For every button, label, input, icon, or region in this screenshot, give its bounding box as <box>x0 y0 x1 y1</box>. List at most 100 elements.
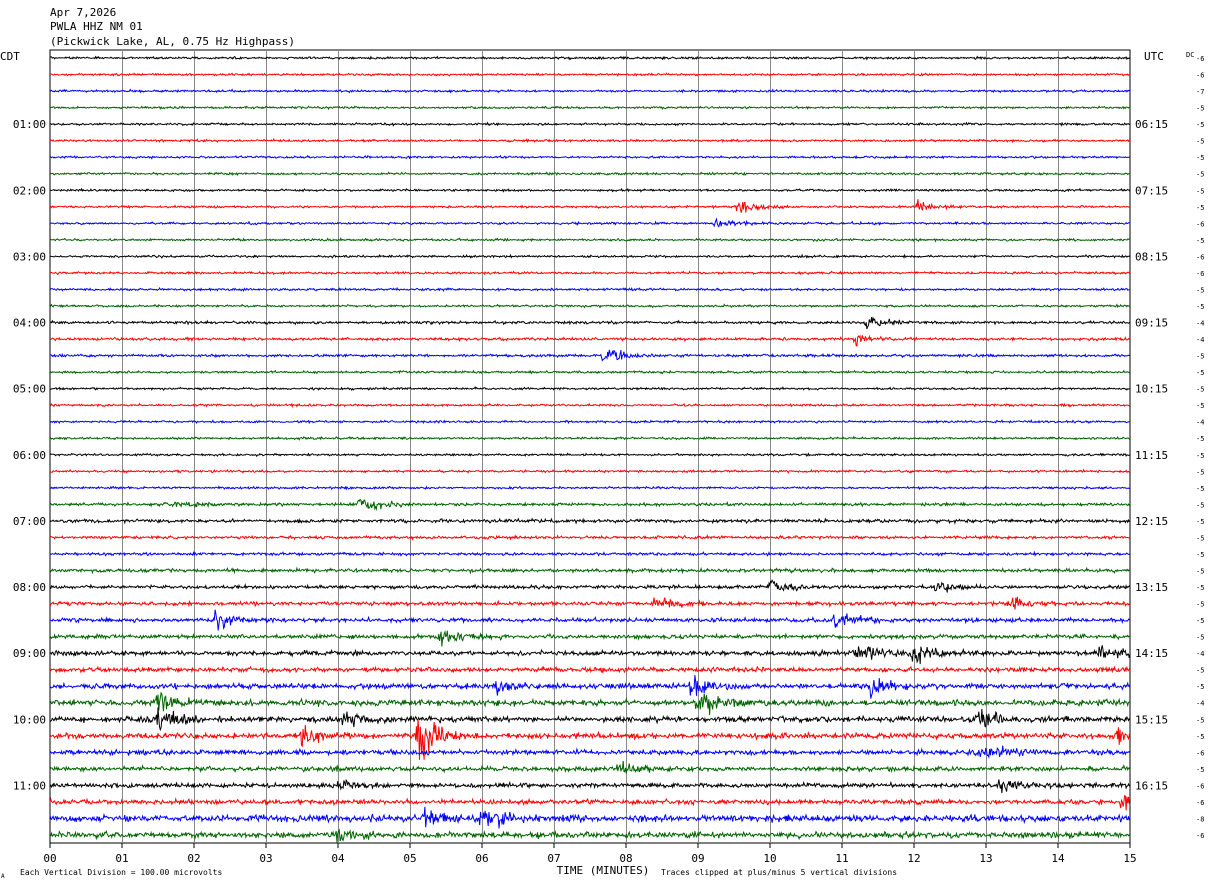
dc-offset-label: -7 <box>1196 88 1204 96</box>
left-hour-label: 01:00 <box>13 118 46 131</box>
dc-label: DC <box>1186 51 1194 59</box>
x-tick-label: 02 <box>187 852 200 865</box>
right-hour-label: 09:15 <box>1135 317 1168 330</box>
dc-offset-label: -5 <box>1196 286 1204 294</box>
dc-offset-label: -5 <box>1196 452 1204 460</box>
seismic-trace <box>49 435 1131 441</box>
trace-group <box>49 55 1131 843</box>
x-tick-label: 00 <box>43 852 56 865</box>
seismic-trace <box>49 303 1131 309</box>
seismic-trace <box>49 517 1131 525</box>
seismic-trace <box>49 137 1131 144</box>
seismic-trace <box>49 609 1131 631</box>
dc-offset-label: -5 <box>1196 766 1204 774</box>
dc-offset-label: -5 <box>1196 617 1204 625</box>
footer-scale-note: Each Vertical Division = 100.00 microvol… <box>20 868 222 877</box>
dc-offset-label: -5 <box>1196 551 1204 559</box>
dc-offset-label: -5 <box>1196 171 1204 179</box>
x-tick-label: 12 <box>907 852 920 865</box>
dc-offset-label: -6 <box>1196 270 1204 278</box>
seismic-trace <box>49 566 1131 575</box>
dc-offset-label: -8 <box>1196 815 1204 823</box>
left-hour-label: 11:00 <box>13 779 46 792</box>
dc-offset-label: -6 <box>1196 799 1204 807</box>
x-tick-label: 01 <box>115 852 128 865</box>
seismic-trace <box>49 691 1131 716</box>
x-tick-label: 10 <box>763 852 776 865</box>
seismic-trace <box>49 707 1131 732</box>
header-date: Apr 7,2026 <box>50 6 116 19</box>
dc-offset-label: -5 <box>1196 468 1204 476</box>
dc-offset-label: -5 <box>1196 534 1204 542</box>
left-hour-label: 05:00 <box>13 383 46 396</box>
dc-offset-label: -5 <box>1196 237 1204 245</box>
dc-offset-label: -6 <box>1196 749 1204 757</box>
dc-offset-label: -5 <box>1196 138 1204 146</box>
dc-offset-label: -4 <box>1196 419 1204 427</box>
left-hour-label: 03:00 <box>13 250 46 263</box>
seismic-trace <box>49 498 1131 512</box>
dc-offset-label: -5 <box>1196 601 1204 609</box>
left-hour-label: 09:00 <box>13 647 46 660</box>
dc-offset-label: -5 <box>1196 667 1204 675</box>
left-hour-label: 10:00 <box>13 713 46 726</box>
seismic-trace <box>49 217 1131 228</box>
x-tick-label: 08 <box>619 852 632 865</box>
left-hour-label: 02:00 <box>13 184 46 197</box>
plot-frame <box>49 49 1131 844</box>
right-hour-labels: 06:15 07:15 08:15 09:15 10:15 11:15 12:15 13:15… <box>1135 118 1168 792</box>
x-tick-label: 13 <box>979 852 992 865</box>
seismic-trace <box>49 550 1131 558</box>
dc-offset-label: -5 <box>1196 303 1204 311</box>
dc-offset-label: -5 <box>1196 204 1204 212</box>
footer-clip-note: Traces clipped at plus/minus 5 vertical … <box>661 868 897 877</box>
dc-offset-label: -4 <box>1196 320 1204 328</box>
seismic-trace <box>49 675 1131 699</box>
seismic-trace <box>49 316 1131 330</box>
left-hour-labels: 01:00 02:00 03:00 04:00 05:00 06:00 07:00 08:00… <box>13 118 46 792</box>
seismic-trace <box>49 419 1131 425</box>
dc-offset-label: -5 <box>1196 501 1204 509</box>
dc-offset-label: -5 <box>1196 485 1204 493</box>
seismic-trace <box>49 154 1131 160</box>
dc-offset-label: -6 <box>1196 220 1204 228</box>
seismic-trace <box>49 534 1131 541</box>
x-tick-label: 04 <box>331 852 345 865</box>
corner-mark: A <box>1 873 5 880</box>
plot-grid <box>49 49 1131 844</box>
seismic-trace <box>49 334 1131 347</box>
seismic-trace <box>49 760 1131 774</box>
x-tick-label: 14 <box>1051 852 1065 865</box>
dc-offset-label: -5 <box>1196 634 1204 642</box>
seismic-trace <box>49 468 1131 474</box>
seismic-trace <box>49 452 1131 458</box>
dc-offset-label: -5 <box>1196 567 1204 575</box>
right-hour-label: 10:15 <box>1135 383 1168 396</box>
seismic-trace <box>49 645 1131 665</box>
seismic-trace <box>49 121 1131 127</box>
seismic-trace <box>49 596 1131 610</box>
dc-offset-label: -5 <box>1196 584 1204 592</box>
x-axis-label: TIME (MINUTES) <box>557 864 650 877</box>
dc-offset-label: -6 <box>1196 253 1204 261</box>
dc-offset-label: -5 <box>1196 386 1204 394</box>
dc-offset-label: -5 <box>1196 402 1204 410</box>
left-timezone-label: CDT <box>0 50 20 63</box>
seismic-trace <box>49 794 1131 811</box>
right-hour-label: 14:15 <box>1135 647 1168 660</box>
header-location: (Pickwick Lake, AL, 0.75 Hz Highpass) <box>50 35 295 48</box>
dc-offset-label: -5 <box>1196 716 1204 724</box>
dc-offset-label: -4 <box>1196 700 1204 708</box>
seismic-trace <box>49 745 1131 759</box>
seismic-trace <box>49 88 1131 94</box>
left-hour-label: 08:00 <box>13 581 46 594</box>
seismic-trace <box>49 369 1131 375</box>
x-axis-ticks: 00 01 02 03 04 05 06 07 08 09 10 11 12 13 14 15 <box>43 843 1137 865</box>
dc-offset-label: -6 <box>1196 55 1204 63</box>
seismic-trace <box>49 386 1131 391</box>
seismic-trace <box>49 806 1131 829</box>
dc-offset-labels: -6 -6 -7 -5 -5 -5 -5 -5 -5 -5 -6 -5 -6 -6 -5 -5 -4 -4 -5 -5… <box>1196 55 1204 840</box>
seismic-trace <box>49 270 1131 276</box>
dc-offset-label: -6 <box>1196 782 1204 790</box>
